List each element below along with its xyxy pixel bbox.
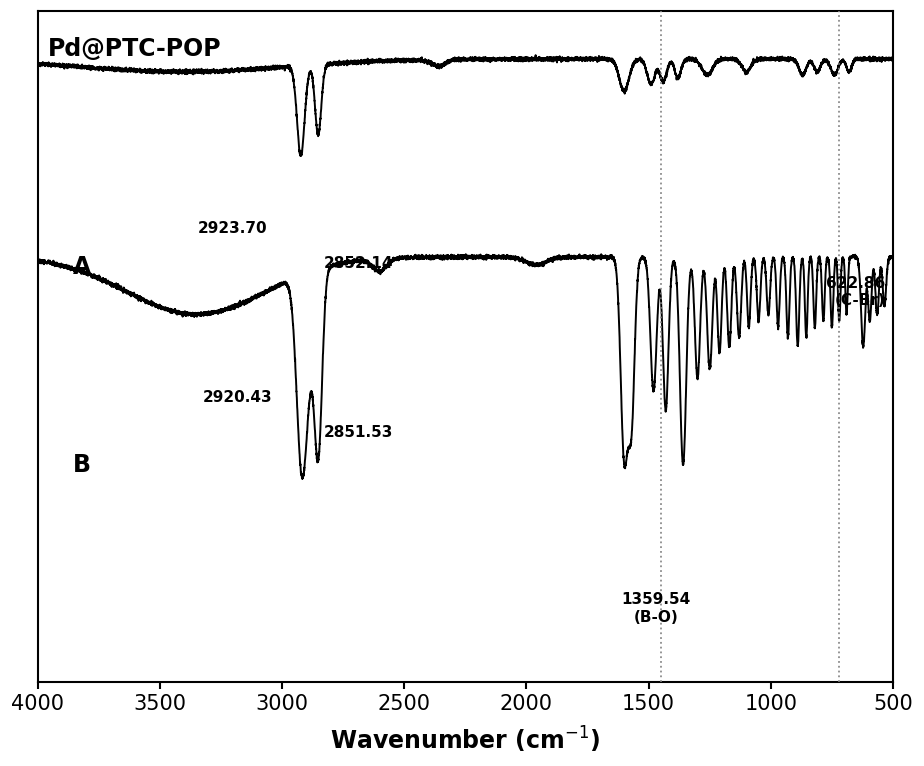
Text: 2852.14: 2852.14 bbox=[323, 256, 393, 271]
Text: 2920.43: 2920.43 bbox=[202, 390, 273, 405]
X-axis label: Wavenumber (cm$^{-1}$): Wavenumber (cm$^{-1}$) bbox=[330, 725, 601, 755]
Text: B: B bbox=[73, 453, 91, 476]
Text: A: A bbox=[72, 254, 91, 279]
Text: Pd@PTC-POP: Pd@PTC-POP bbox=[47, 38, 221, 61]
Text: 2923.70: 2923.70 bbox=[198, 221, 267, 236]
Text: 2851.53: 2851.53 bbox=[323, 425, 393, 440]
Text: 622.86
(C-Br): 622.86 (C-Br) bbox=[826, 276, 886, 309]
Text: 1359.54
(B-O): 1359.54 (B-O) bbox=[621, 592, 690, 625]
